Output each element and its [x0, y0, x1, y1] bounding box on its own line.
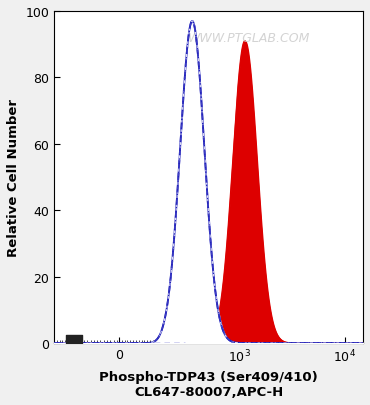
Y-axis label: Relative Cell Number: Relative Cell Number: [7, 99, 20, 256]
X-axis label: Phospho-TDP43 (Ser409/410)
CL647-80007,APC-H: Phospho-TDP43 (Ser409/410) CL647-80007,A…: [99, 370, 318, 398]
Text: WWW.PTGLAB.COM: WWW.PTGLAB.COM: [188, 32, 310, 45]
